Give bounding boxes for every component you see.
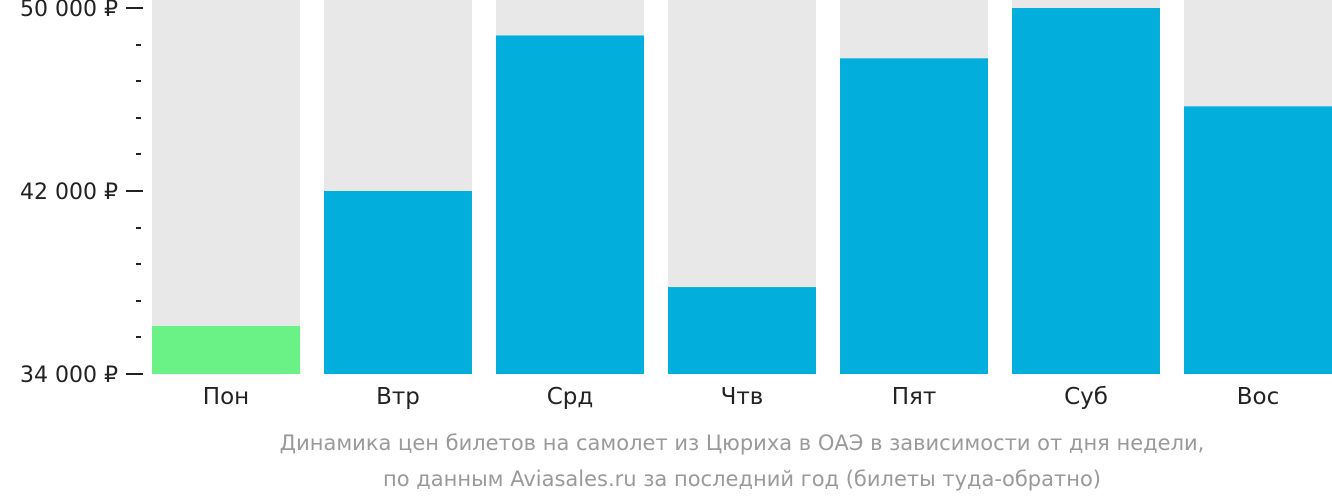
- bar-background-1: [152, 0, 300, 374]
- x-axis: Пон Втр Срд Чтв Пят Суб Вос: [203, 384, 1279, 410]
- y-axis: 50 000 ₽ 42 000 ₽ 34 000 ₽: [20, 0, 143, 388]
- chart-subtitle: по данным Aviasales.ru за последний год …: [383, 467, 1101, 491]
- x-tick-label: Пон: [203, 384, 249, 410]
- bars-layer: [152, 0, 1332, 375]
- x-tick-label: Срд: [547, 384, 594, 410]
- x-tick-label: Вос: [1237, 384, 1280, 410]
- y-tick-label: 42 000 ₽: [20, 180, 118, 205]
- x-tick-label: Втр: [376, 384, 420, 410]
- bar-1: [152, 325, 300, 374]
- chart-title: Динамика цен билетов на самолет из Цюрих…: [279, 431, 1205, 455]
- x-tick-label: Пят: [892, 384, 937, 410]
- x-tick-label: Суб: [1064, 384, 1108, 410]
- bar-2: [324, 191, 472, 374]
- bar-7: [1184, 106, 1332, 375]
- bar-4: [668, 287, 816, 374]
- x-tick-label: Чтв: [721, 384, 764, 410]
- y-tick-label: 50 000 ₽: [20, 0, 118, 22]
- bar-3: [496, 35, 644, 374]
- y-tick-label: 34 000 ₽: [20, 363, 118, 388]
- bar-6: [1012, 8, 1160, 374]
- bar-5: [840, 58, 988, 374]
